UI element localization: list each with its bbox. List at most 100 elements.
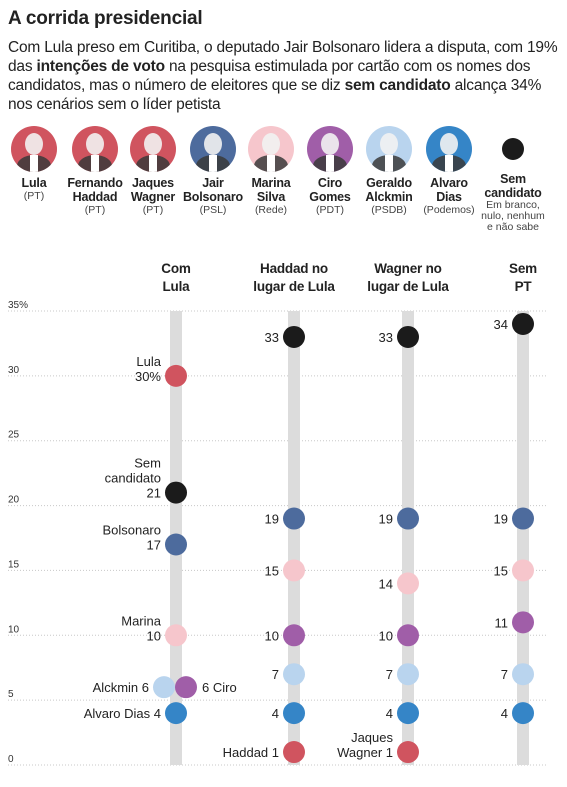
data-label: Wagner 1 [337,745,393,760]
data-point [175,676,197,699]
candidate-party: (PSL) [199,204,227,216]
black-dot [502,138,524,160]
chart-subtitle: Com Lula preso em Curitiba, o deputado J… [8,39,558,113]
candidate-wagner: Jaques Wagner (PT) [119,126,187,216]
data-point [397,507,419,530]
candidate-note: nulo, nenhum [481,210,545,222]
data-point [397,702,419,725]
y-tick-label: 15 [8,559,20,570]
column-track [402,311,414,765]
column-header: Com Lula [161,261,191,294]
candidate-party: (Podemos) [423,204,475,216]
data-label: 10 [265,628,279,643]
data-point [283,507,305,530]
data-label: 19 [494,512,508,527]
data-label: 15 [494,563,508,578]
candidate-name: Marina Silva [251,176,291,204]
data-label: 21 [147,486,161,501]
data-label: Haddad 1 [223,745,279,760]
data-point [165,702,187,725]
data-label: Alckmin 6 [93,680,149,695]
candidate-name: Fernando Haddad [67,176,123,204]
data-label: Bolsonaro [102,522,161,537]
data-label: 30% [135,369,161,384]
candidate-silva: Marina Silva (Rede) [237,126,305,216]
y-tick-label: 5 [8,689,14,700]
data-point [397,663,419,686]
y-tick-label: 35% [8,300,28,311]
data-label: 17 [147,537,161,552]
data-point [165,364,187,387]
candidate-alckmin: Geraldo Alckmin (PSDB) [355,126,423,216]
data-point [283,624,305,647]
candidate-name: Alvaro Dias [430,176,468,204]
data-point [153,676,175,699]
data-label: 10 [379,628,393,643]
data-point [397,572,419,595]
data-label: 4 [501,706,508,721]
candidate-name: Lula [21,176,47,190]
column-header: Sem PT [509,261,537,294]
data-label: Marina [121,613,162,628]
column-header: Haddad no lugar de Lula [253,261,335,294]
lula-portrait [11,126,57,172]
candidate-gomes: Ciro Gomes (PDT) [296,126,364,216]
data-point [283,741,305,764]
data-point [512,507,534,530]
candidate-dias: Alvaro Dias (Podemos) [415,126,483,216]
data-point [512,559,534,582]
y-tick-label: 10 [8,624,20,635]
data-label: 14 [379,576,393,591]
data-point [512,663,534,686]
candidate-party: (PT) [142,204,164,216]
data-point [512,702,534,725]
candidate-note: Em branco, [486,199,540,211]
data-label: 4 [386,706,393,721]
data-point [283,702,305,725]
data-point [397,624,419,647]
data-label: 33 [379,330,393,345]
bolsonaro-portrait [190,126,236,172]
candidate-haddad: Fernando Haddad (PT) [61,126,129,216]
candidate-note: e não sabe [487,221,539,233]
data-label: candidato [105,471,161,486]
candidate-lula: Lula (PT) [0,126,68,202]
candidate-name: Geraldo Alckmin [365,176,413,204]
data-label: 4 [272,706,279,721]
data-point [512,312,534,335]
candidate-party: (Rede) [254,204,288,216]
candidate-party: (PDT) [316,204,344,216]
y-tick-label: 30 [8,365,20,376]
column-header: Wagner no lugar de Lula [367,261,449,294]
data-label: 11 [495,615,509,630]
data-label: 7 [386,667,393,682]
data-label: Sem [134,456,161,471]
data-point [283,663,305,686]
data-label: 7 [272,667,279,682]
column-track [288,311,300,765]
candidate-name: Jair Bolsonaro [182,176,243,204]
data-label: 19 [265,512,279,527]
candidate-name: Jaques Wagner [130,176,176,204]
data-label: 34 [494,317,508,332]
candidate-name: Ciro Gomes [309,176,351,204]
data-point [397,325,419,348]
data-label: Jaques [351,730,393,745]
alvaro-portrait [426,126,472,172]
chart-title: A corrida presidencial [8,8,203,29]
data-label: Lula [136,354,161,369]
candidate-candidato: Sem candidato Em branco, nulo, nenhum e não … [479,126,547,233]
data-point [283,559,305,582]
data-label: 7 [501,667,508,682]
data-point [165,481,187,504]
data-label: Alvaro Dias 4 [84,706,161,721]
candidate-party: (PT) [23,190,45,202]
data-label: 10 [147,628,161,643]
data-point [165,624,187,647]
data-point [397,741,419,764]
y-tick-label: 25 [8,430,20,441]
wagner-portrait [130,126,176,172]
data-point [283,325,305,348]
alckmin-portrait [366,126,412,172]
